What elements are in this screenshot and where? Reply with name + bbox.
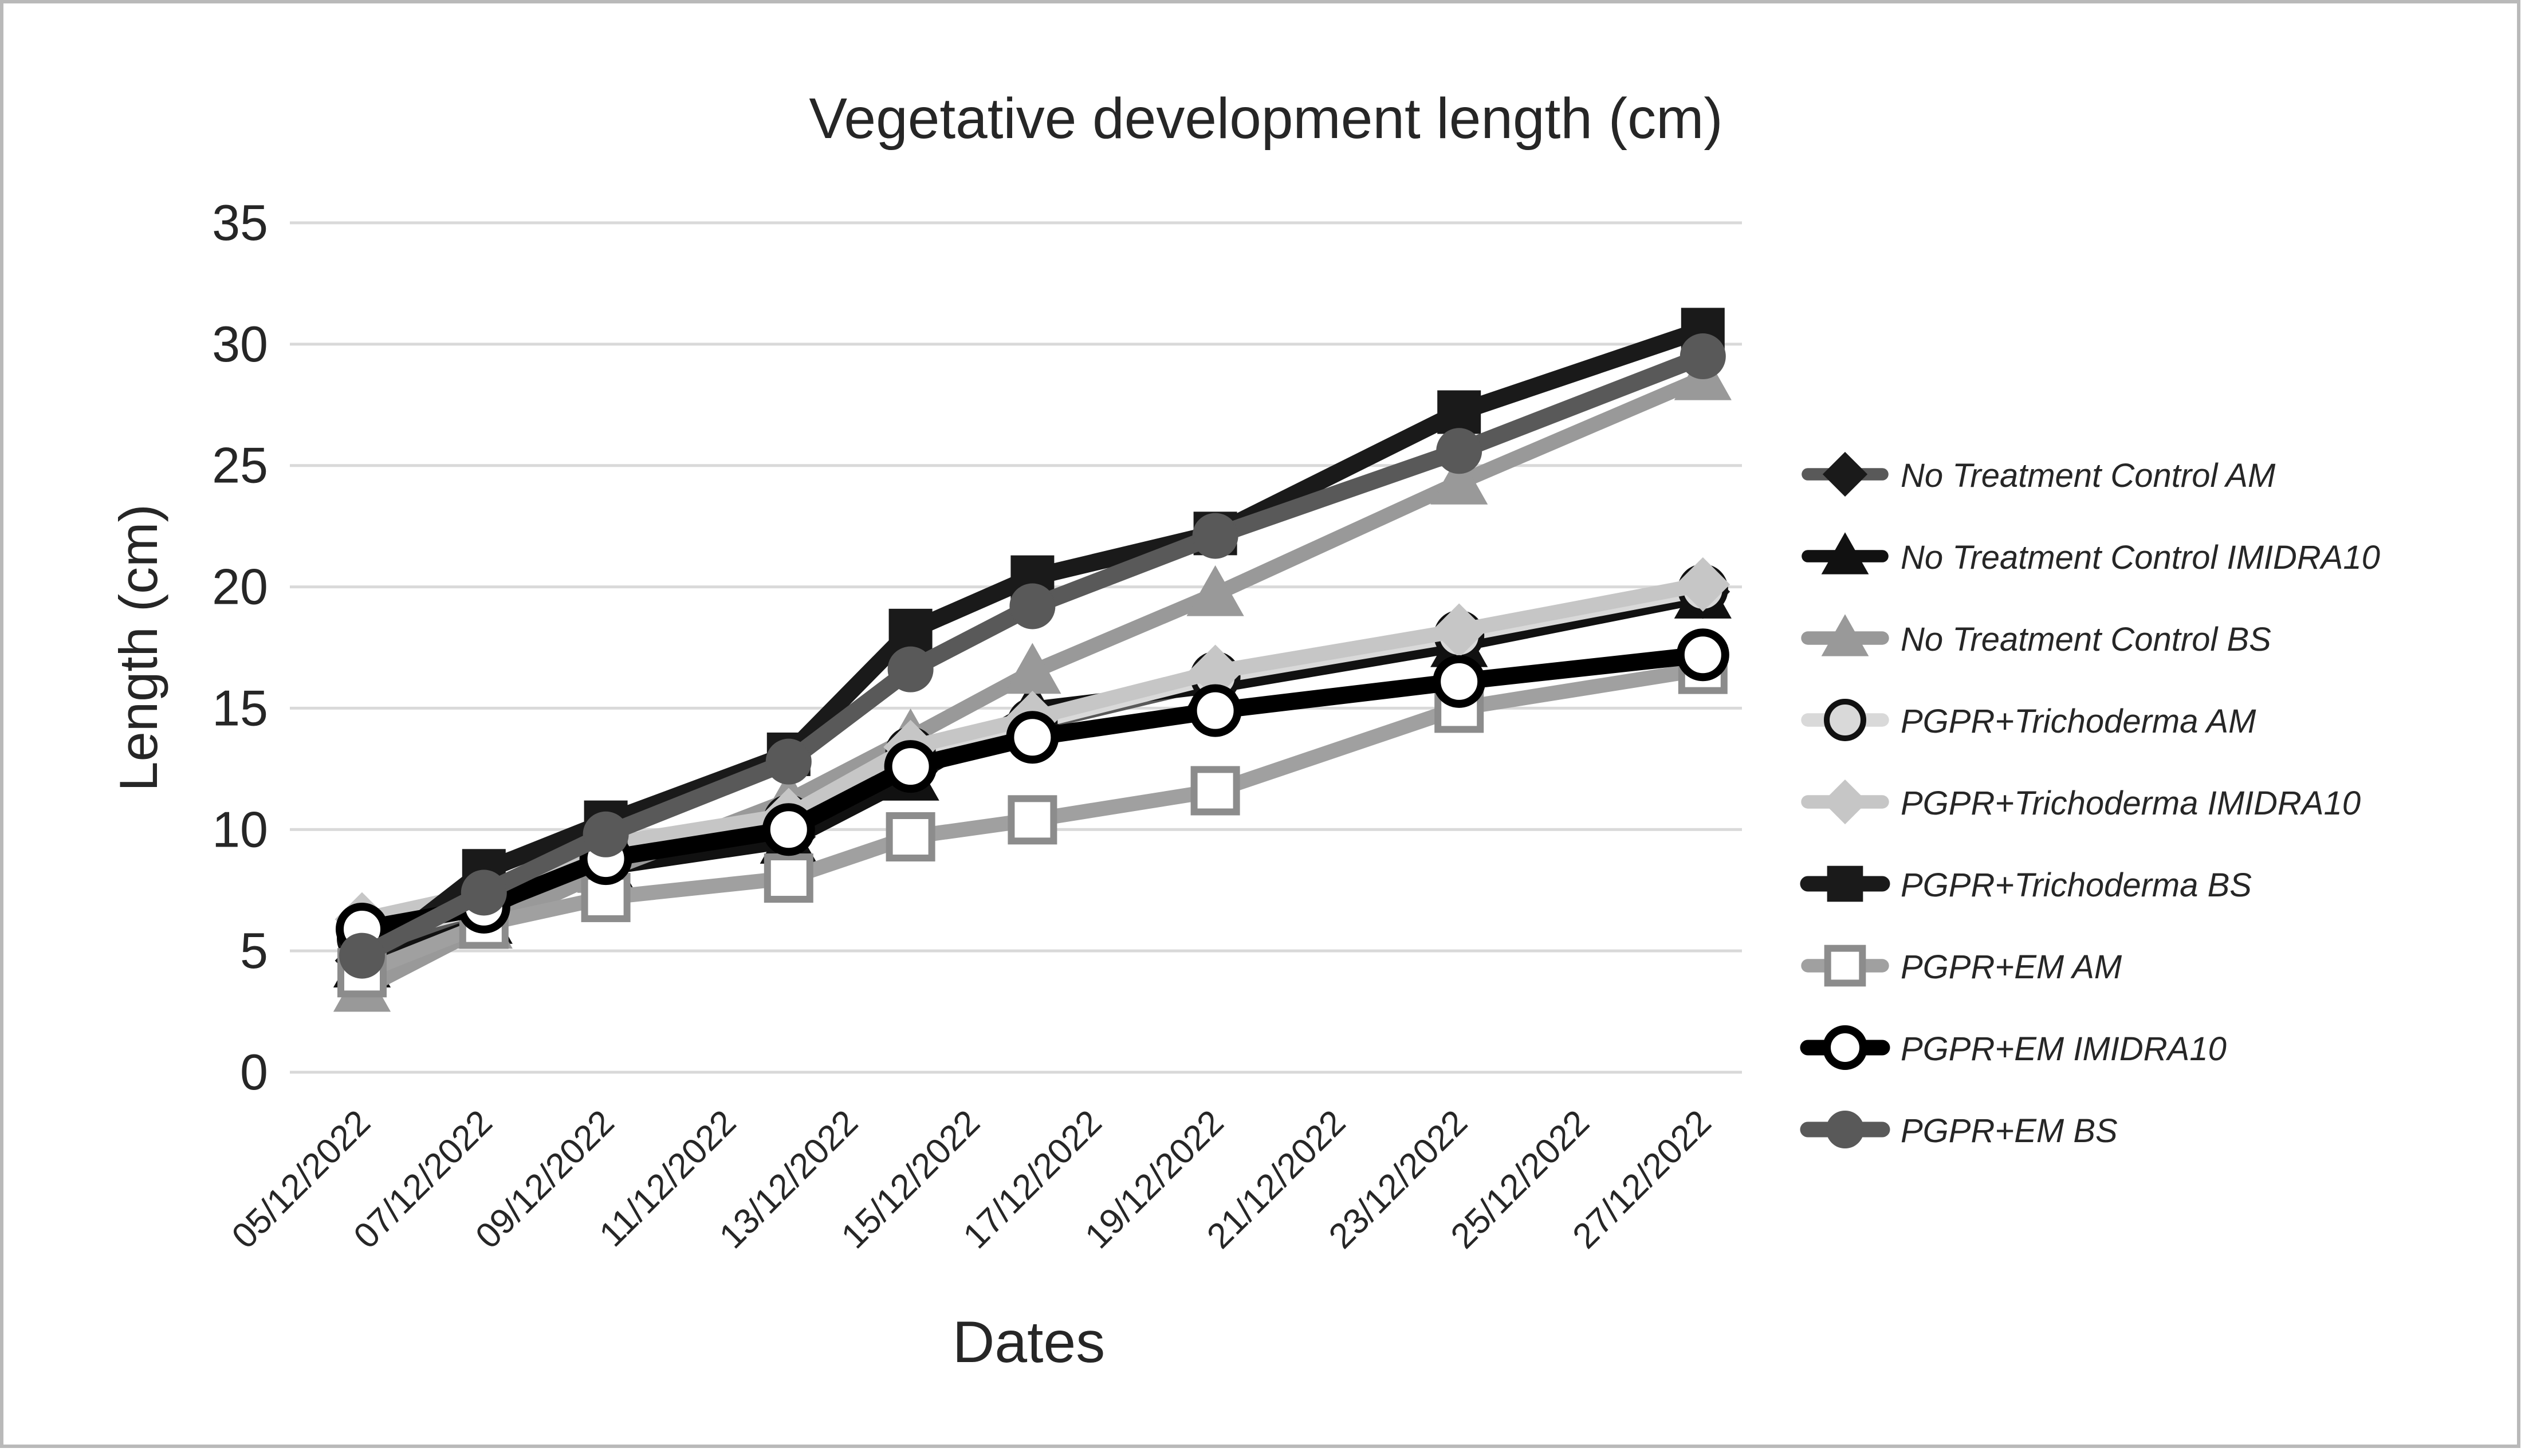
circle-marker-icon: [765, 738, 812, 785]
legend-item: No Treatment Control BS: [1801, 614, 2271, 658]
circle-marker-icon: [339, 932, 385, 979]
series-8: [336, 628, 1729, 956]
open-circle-marker-icon: [762, 803, 815, 856]
y-tick-label: 5: [240, 922, 268, 979]
legend-item: PGPR+EM BS: [1800, 1111, 2118, 1150]
legend-label: No Treatment Control IMIDRA10: [1901, 539, 2380, 576]
legend-item: PGPR+Trichoderma BS: [1800, 865, 2252, 904]
open-circle-marker-icon: [1823, 1025, 1867, 1070]
open-circle-marker-icon: [1189, 684, 1242, 737]
y-tick-label: 35: [212, 194, 268, 251]
open-square-marker-icon: [1824, 945, 1866, 987]
x-axis-title: Dates: [953, 1309, 1105, 1375]
legend-label: PGPR+Trichoderma BS: [1901, 867, 2252, 904]
series-2: [333, 568, 1732, 987]
legend-label: No Treatment Control AM: [1901, 457, 2276, 494]
legend-item: PGPR+Trichoderma AM: [1801, 699, 2256, 741]
legend-item: PGPR+Trichoderma IMIDRA10: [1801, 779, 2361, 825]
y-tick-label: 15: [212, 679, 268, 736]
legend-label: PGPR+Trichoderma IMIDRA10: [1901, 785, 2361, 822]
open-circle-marker-icon: [1676, 628, 1729, 682]
open-square-marker-icon: [1190, 766, 1240, 816]
legend-item: PGPR+EM AM: [1801, 945, 2122, 987]
circle-marker-icon: [1436, 428, 1482, 474]
y-tick-label: 30: [212, 316, 268, 372]
legend-item: No Treatment Control IMIDRA10: [1802, 532, 2380, 576]
triangle-marker-icon: [1821, 532, 1869, 574]
open-circle-marker-icon: [884, 740, 937, 793]
legend-label: PGPR+EM IMIDRA10: [1901, 1030, 2227, 1068]
open-square-marker-icon: [1008, 795, 1057, 845]
diamond-marker-icon: [1822, 451, 1868, 497]
square-marker-icon: [1437, 390, 1481, 434]
triangle-marker-icon: [1821, 614, 1869, 656]
y-tick-label: 0: [240, 1044, 268, 1100]
x-axis-tick-labels: 05/12/202207/12/202209/12/202211/12/2022…: [225, 1103, 1719, 1256]
open-circle-marker-icon: [1006, 711, 1059, 764]
square-marker-icon: [888, 608, 933, 652]
circle-marker-icon: [1680, 333, 1726, 380]
diamond-marker-icon: [1822, 779, 1868, 825]
circle-marker-icon: [1826, 1111, 1864, 1148]
y-axis-tick-labels: 0 5 10 15 20 25 30 35: [212, 194, 268, 1100]
square-marker-icon: [1827, 865, 1863, 902]
diamond-marker-icon: [1676, 557, 1730, 612]
y-tick-label: 10: [212, 801, 268, 857]
series-9: [339, 333, 1726, 979]
circle-marker-icon: [1824, 699, 1866, 741]
circle-marker-icon: [461, 869, 507, 916]
legend-label: No Treatment Control BS: [1901, 621, 2271, 658]
open-square-marker-icon: [764, 853, 813, 903]
circle-marker-icon: [1192, 513, 1238, 559]
legend-item: No Treatment Control AM: [1802, 451, 2276, 497]
y-tick-label: 20: [212, 558, 268, 615]
circle-marker-icon: [887, 646, 934, 692]
legend: No Treatment Control AM No Treatment Cont…: [1800, 451, 2380, 1150]
y-tick-label: 25: [212, 437, 268, 494]
triangle-marker-icon: [1186, 565, 1244, 616]
open-square-marker-icon: [886, 812, 935, 861]
legend-label: PGPR+EM AM: [1901, 949, 2122, 986]
y-axis-title: Length (cm): [108, 504, 168, 792]
circle-marker-icon: [583, 811, 629, 857]
legend-label: PGPR+EM BS: [1901, 1112, 2118, 1150]
circle-marker-icon: [1009, 583, 1056, 629]
chart-canvas: 0 5 10 15 20 25 30 35 05/12/202207/12/202209/12…: [108, 86, 2380, 1375]
legend-item: PGPR+EM IMIDRA10: [1800, 1025, 2227, 1070]
chart-title: Vegetative development length (cm): [809, 86, 1722, 151]
legend-label: PGPR+Trichoderma AM: [1901, 703, 2256, 740]
open-circle-marker-icon: [1433, 655, 1486, 708]
triangle-marker-icon: [1430, 453, 1488, 505]
plot-series: [333, 308, 1732, 1012]
